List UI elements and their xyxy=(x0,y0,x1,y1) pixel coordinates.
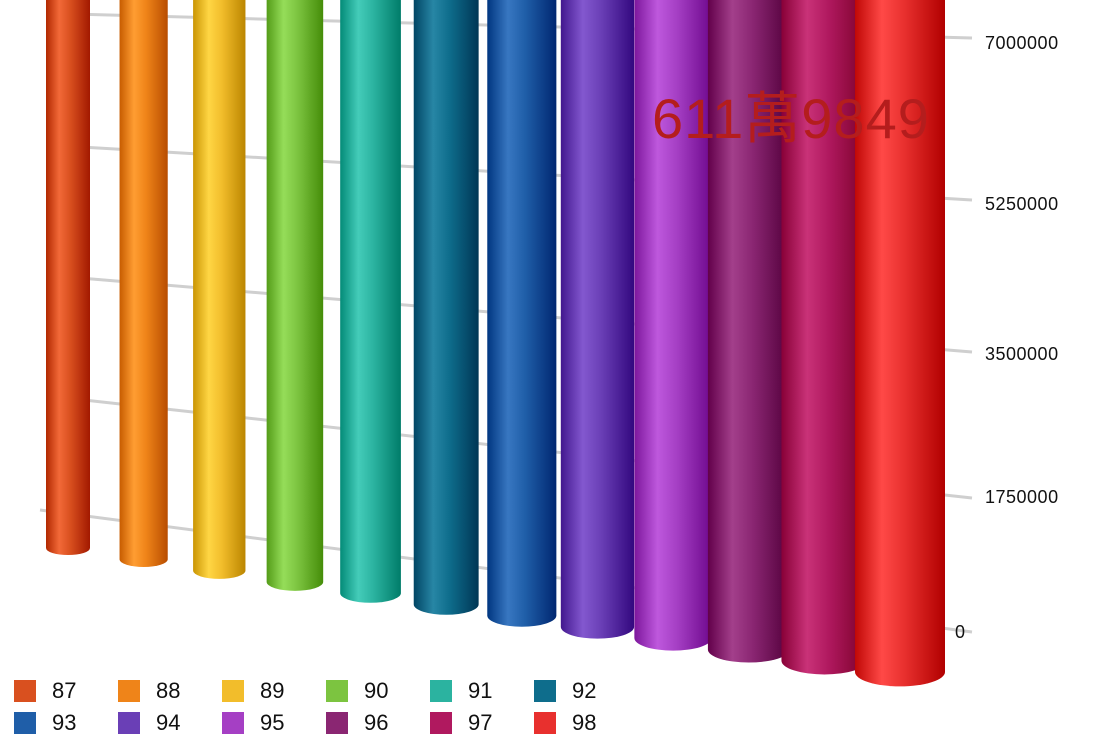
legend-item: 98 xyxy=(534,708,596,738)
legend-swatch xyxy=(430,712,452,734)
bar-90 xyxy=(267,0,324,591)
bar-93 xyxy=(487,0,556,627)
legend-item: 96 xyxy=(326,708,388,738)
bar-91 xyxy=(340,0,401,603)
legend-label: 95 xyxy=(260,710,284,736)
y-tick-label: 5250000 xyxy=(985,194,1059,215)
legend-item: 89 xyxy=(222,676,284,706)
y-tick-label: 7000000 xyxy=(985,33,1059,54)
legend-swatch xyxy=(222,712,244,734)
legend-item: 92 xyxy=(534,676,596,706)
bar-body xyxy=(267,0,324,591)
bar-body xyxy=(46,0,90,555)
bar-body xyxy=(193,0,245,579)
legend-item: 90 xyxy=(326,676,388,706)
y-tick-label: 1750000 xyxy=(985,487,1059,508)
legend-item: 93 xyxy=(14,708,76,738)
bar-92 xyxy=(414,0,479,615)
legend-swatch xyxy=(118,680,140,702)
legend-swatch xyxy=(14,680,36,702)
legend-swatch xyxy=(222,680,244,702)
legend-label: 89 xyxy=(260,678,284,704)
legend-label: 90 xyxy=(364,678,388,704)
legend-label: 91 xyxy=(468,678,492,704)
legend-label: 98 xyxy=(572,710,596,736)
legend-swatch xyxy=(326,680,348,702)
legend-item: 91 xyxy=(430,676,492,706)
legend-swatch xyxy=(326,712,348,734)
legend-item: 97 xyxy=(430,708,492,738)
bar-body xyxy=(414,0,479,615)
legend-item: 95 xyxy=(222,708,284,738)
y-tick-label: 0 xyxy=(955,622,966,643)
legend-label: 87 xyxy=(52,678,76,704)
legend-swatch xyxy=(14,712,36,734)
legend-label: 94 xyxy=(156,710,180,736)
legend-item: 94 xyxy=(118,708,180,738)
legend-swatch xyxy=(430,680,452,702)
legend-item: 88 xyxy=(118,676,180,706)
bar-body xyxy=(561,0,634,639)
bar-88 xyxy=(120,0,168,567)
bar-body xyxy=(120,0,168,567)
bar-89 xyxy=(193,0,245,579)
bar-94 xyxy=(561,0,634,639)
legend-swatch xyxy=(118,712,140,734)
legend-label: 92 xyxy=(572,678,596,704)
bar-87 xyxy=(46,0,90,555)
legend-swatch xyxy=(534,712,556,734)
bar-body xyxy=(487,0,556,627)
legend-label: 88 xyxy=(156,678,180,704)
y-tick-label: 3500000 xyxy=(985,344,1059,365)
value-callout: 611萬9849 xyxy=(652,74,930,155)
legend-label: 93 xyxy=(52,710,76,736)
legend-label: 97 xyxy=(468,710,492,736)
legend-item: 87 xyxy=(14,676,76,706)
legend-swatch xyxy=(534,680,556,702)
bar-body xyxy=(340,0,401,603)
legend-label: 96 xyxy=(364,710,388,736)
